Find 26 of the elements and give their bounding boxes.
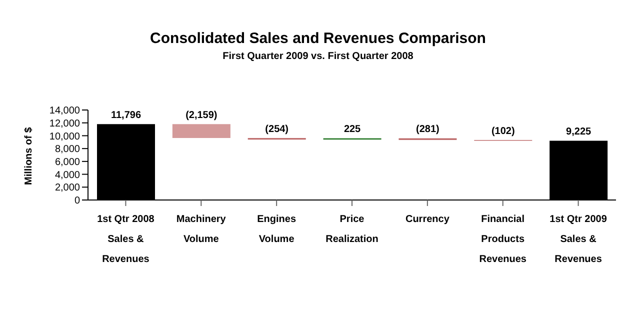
data-label: (281) [416, 124, 440, 136]
y-tick-label: 2,000 [54, 182, 80, 194]
x-tick-label: 1st Qtr 2009 Sales & Revenues [550, 214, 608, 265]
x-tick-label: Engines Volume [257, 214, 296, 245]
x-tick-label: Price Realization [326, 214, 378, 245]
y-axis-title: Millions of $ [24, 126, 35, 185]
bar [172, 124, 230, 138]
chart-subtitle: First Quarter 2009 vs. First Quarter 2008 [222, 51, 414, 62]
y-tick-label: 4,000 [54, 170, 80, 181]
data-label: (102) [491, 126, 515, 138]
y-tick-label: 14,000 [49, 106, 80, 117]
x-tick-label: Machinery Volume [176, 214, 226, 245]
y-tick-label: 10,000 [49, 131, 80, 142]
x-tick-label: 1st Qtr 2008 Sales & Revenues [97, 214, 155, 265]
y-tick-label: 12,000 [49, 118, 80, 130]
data-label: (254) [265, 124, 289, 136]
data-label: 225 [344, 124, 362, 136]
chart-title: Consolidated Sales and Revenues Comparison [149, 30, 487, 47]
x-tick-label: Currency [405, 214, 450, 225]
data-label: (2,159) [186, 110, 218, 122]
x-tick-label: Financial Products Revenues [479, 214, 527, 265]
data-label: 9,225 [566, 126, 592, 138]
y-tick-label: 8,000 [54, 144, 80, 156]
y-tick-label: 6,000 [54, 156, 80, 168]
data-label: 11,796 [110, 110, 142, 122]
y-tick-label: 0 [74, 196, 80, 207]
